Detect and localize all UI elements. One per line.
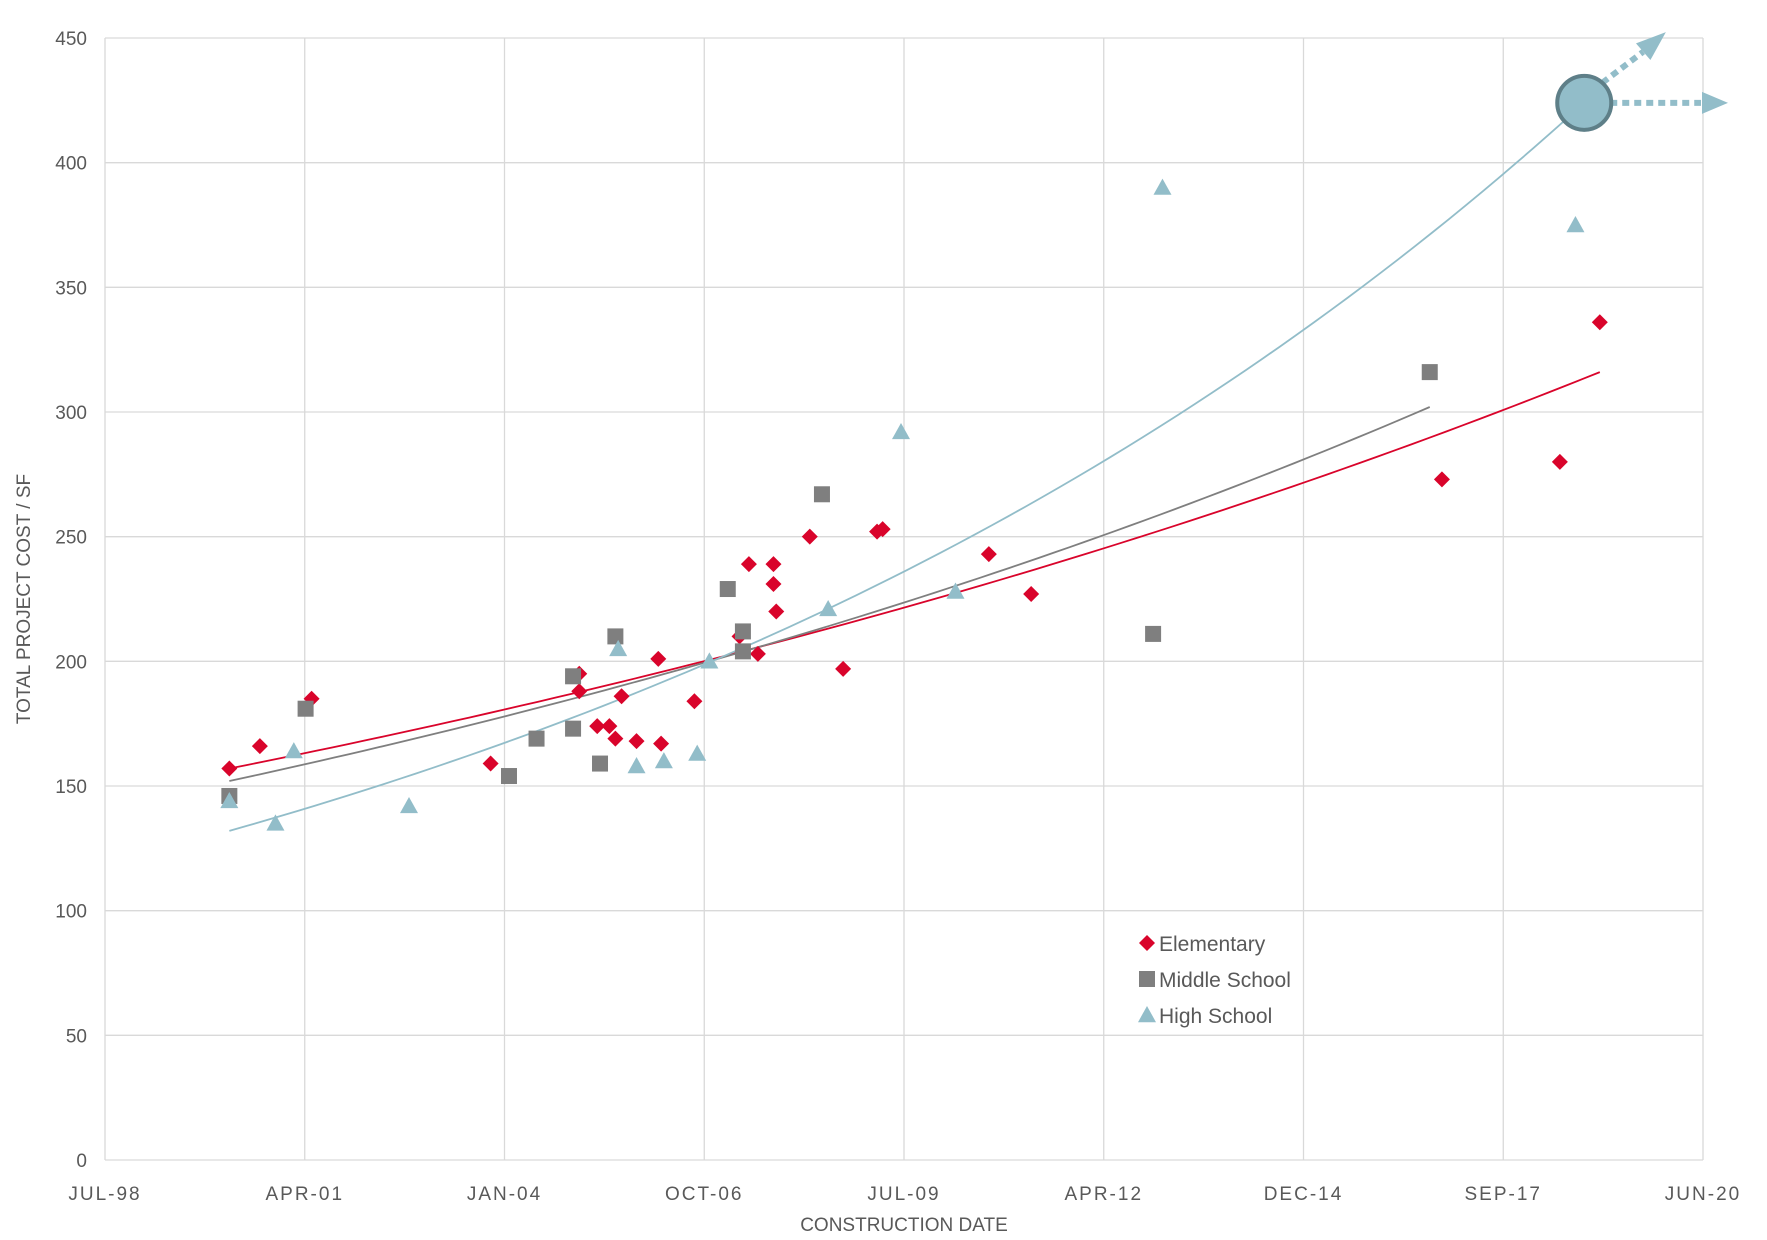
point-elementary <box>1551 453 1568 470</box>
data-points <box>220 178 1608 831</box>
y-tick-label: 250 <box>55 528 87 549</box>
y-tick-label: 300 <box>55 403 87 424</box>
point-middle-school <box>592 755 609 772</box>
point-high-school <box>1153 178 1172 195</box>
x-tick-label: JAN-04 <box>467 1184 542 1205</box>
x-tick-label: SEP-17 <box>1465 1184 1542 1205</box>
legend-label-high-school: High School <box>1159 1005 1272 1028</box>
point-elementary <box>589 718 606 735</box>
point-elementary <box>765 576 782 593</box>
trendline-middle-school <box>229 406 1431 782</box>
point-elementary <box>601 718 618 735</box>
x-tick-label: OCT-06 <box>665 1184 744 1205</box>
point-middle-school <box>734 623 751 640</box>
legend-marker-elementary <box>1139 935 1155 951</box>
point-elementary <box>653 735 670 752</box>
point-elementary <box>650 650 667 667</box>
point-middle-school <box>734 643 751 660</box>
y-tick-label: 50 <box>66 1026 87 1047</box>
series-high-school <box>220 178 1585 831</box>
point-elementary <box>874 521 891 538</box>
point-elementary <box>628 733 645 750</box>
point-middle-school <box>565 668 582 685</box>
point-elementary <box>768 603 785 620</box>
series-elementary <box>221 314 1608 777</box>
point-middle-school <box>528 730 545 747</box>
point-elementary <box>765 556 782 573</box>
point-high-school <box>819 599 838 617</box>
y-tick-label: 150 <box>55 777 87 798</box>
point-high-school <box>892 422 911 440</box>
point-middle-school <box>813 486 830 503</box>
x-tick-label: JUL-98 <box>68 1184 141 1205</box>
grid-lines <box>104 37 1704 1161</box>
point-elementary <box>571 683 588 700</box>
point-high-school <box>688 744 707 761</box>
x-tick-label: DEC-14 <box>1264 1184 1344 1205</box>
x-axis-title: CONSTRUCTION DATE <box>800 1215 1008 1235</box>
point-elementary <box>740 556 757 573</box>
point-elementary <box>686 693 703 710</box>
projection-arrow-up <box>1600 49 1645 86</box>
point-middle-school <box>719 581 736 598</box>
legend-label-elementary: Elementary <box>1159 933 1266 956</box>
point-high-school <box>609 639 628 657</box>
point-high-school <box>1566 216 1585 233</box>
y-axis-title: TOTAL PROJECT COST / SF <box>14 474 35 724</box>
legend-marker-middle-school <box>1139 971 1155 987</box>
point-middle-school <box>297 700 314 717</box>
point-elementary <box>482 755 499 772</box>
point-elementary <box>1591 314 1608 331</box>
y-tick-label: 100 <box>55 902 87 923</box>
projection-arrowhead-up <box>1635 32 1666 61</box>
projection-marker <box>1555 32 1728 132</box>
projection-circle <box>1555 73 1614 132</box>
point-elementary <box>251 738 268 755</box>
x-tick-label: JUL-09 <box>867 1184 940 1205</box>
point-high-school <box>284 742 303 759</box>
legend-label-middle-school: Middle School <box>1159 969 1291 992</box>
projection-arrowhead-right <box>1702 91 1728 114</box>
point-elementary <box>801 528 818 545</box>
point-high-school <box>220 791 239 809</box>
point-elementary <box>1023 586 1040 603</box>
legend: Elementary Middle School High School <box>1138 933 1291 1028</box>
point-middle-school <box>500 768 517 785</box>
point-middle-school <box>1421 364 1438 381</box>
point-elementary <box>613 688 630 705</box>
y-tick-label: 350 <box>55 278 87 299</box>
point-high-school <box>700 652 719 669</box>
series-middle-school <box>221 364 1438 804</box>
point-middle-school <box>565 720 582 737</box>
y-tick-label: 450 <box>55 29 87 50</box>
point-high-school <box>399 796 418 814</box>
x-axis-ticks: JUL-98 APR-01 JAN-04 OCT-06 JUL-09 APR-12 DEC-… <box>68 1184 1741 1205</box>
y-axis-ticks: 0 50 100 150 200 250 300 350 400 450 <box>55 29 87 1172</box>
point-middle-school <box>607 628 624 645</box>
y-tick-label: 400 <box>55 154 87 175</box>
point-elementary <box>835 660 852 677</box>
point-elementary <box>749 645 766 662</box>
legend-marker-high-school <box>1138 1006 1156 1023</box>
x-tick-label: JUN-20 <box>1665 1184 1741 1205</box>
point-elementary <box>607 730 624 747</box>
trendline-high-school <box>229 102 1585 832</box>
point-elementary <box>1433 471 1450 488</box>
point-high-school <box>654 752 673 769</box>
y-tick-label: 0 <box>76 1151 87 1172</box>
x-tick-label: APR-12 <box>1064 1184 1143 1205</box>
trendline-elementary <box>229 371 1601 770</box>
point-high-school <box>266 814 285 831</box>
y-tick-label: 200 <box>55 652 87 673</box>
point-high-school <box>946 582 965 599</box>
point-elementary <box>221 760 238 777</box>
point-elementary <box>980 546 997 563</box>
point-middle-school <box>1145 625 1162 642</box>
point-high-school <box>627 757 646 774</box>
trend-lines <box>229 102 1601 832</box>
x-tick-label: APR-01 <box>265 1184 344 1205</box>
